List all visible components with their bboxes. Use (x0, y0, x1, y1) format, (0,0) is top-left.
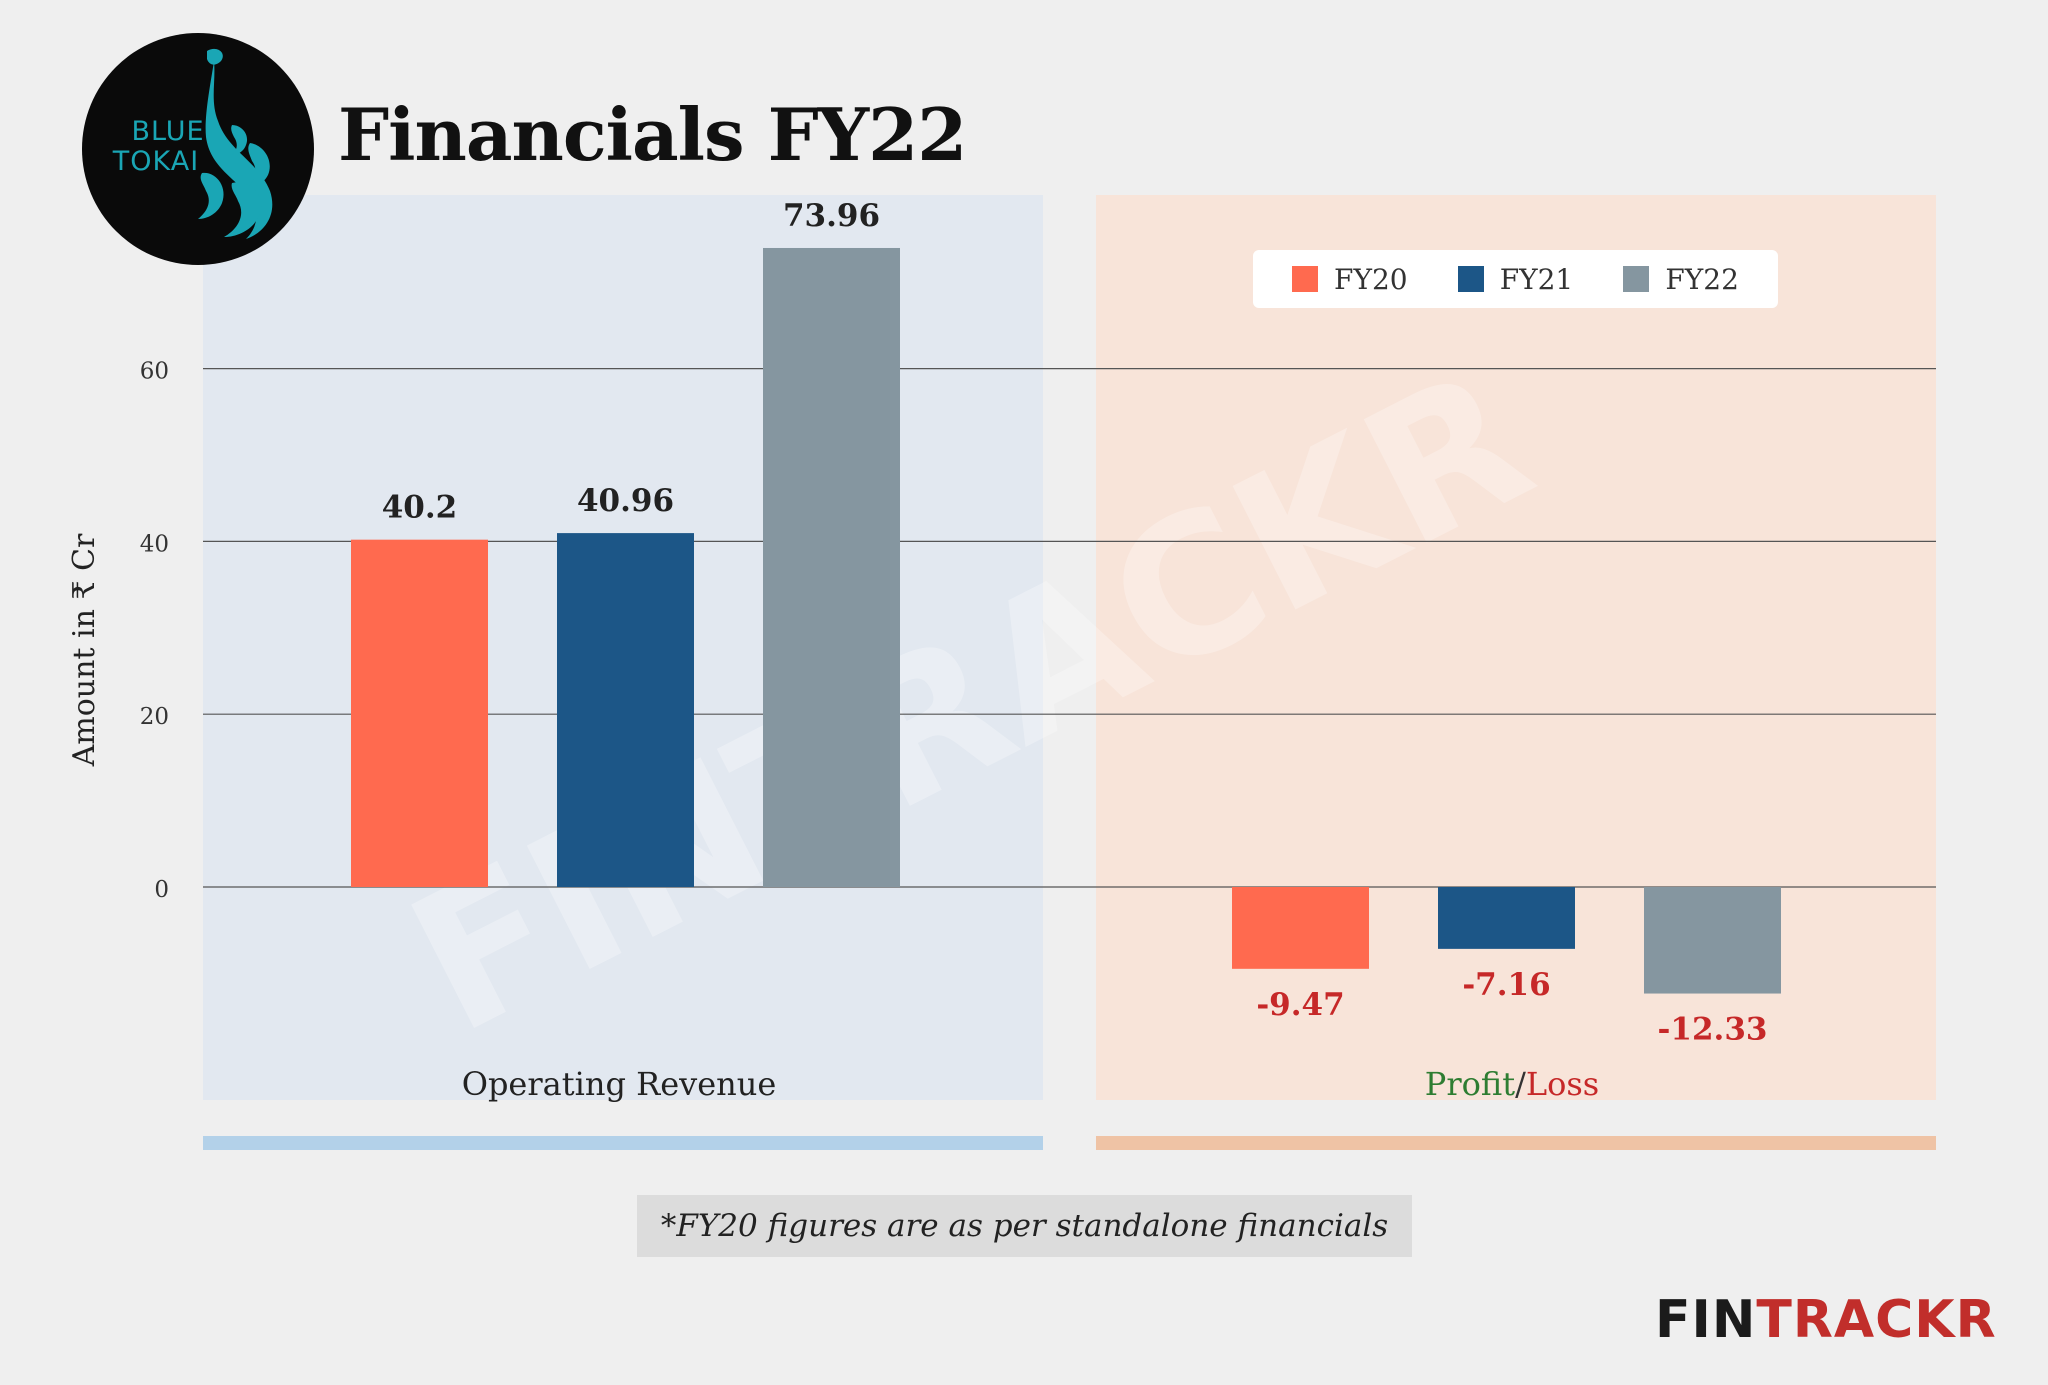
legend-item-fy21: FY21 (1457, 262, 1574, 296)
bars (351, 247, 1781, 994)
legend-label-fy22: FY22 (1665, 262, 1739, 296)
page-title: Financials FY22 (338, 92, 967, 177)
slash-label: / (1515, 1065, 1526, 1103)
profit-accent-bar (1096, 1136, 1936, 1150)
legend-swatch-fy22 (1623, 266, 1650, 292)
legend-item-fy22: FY22 (1623, 263, 1739, 296)
legend-swatch-fy20 (1292, 266, 1319, 292)
data-labels: 40.2 -9.47 40.96 -7.16 73.96 -12.33 (382, 198, 1768, 1048)
logo-text-line1: BLUE (131, 116, 204, 147)
legend-label-fy20: FY20 (1334, 262, 1408, 296)
category-label-profit-loss: Profit/Loss (1425, 1065, 1599, 1103)
y-axis-label: Amount in ₹ Cr (67, 533, 102, 767)
y-tick-label-0: 0 (154, 877, 169, 903)
legend-label-fy21: FY21 (1499, 262, 1574, 296)
bar-fy20-profit-loss (1232, 887, 1369, 969)
revenue-accent-bar (203, 1136, 1043, 1150)
data-label-fy22-profit-loss: -12.33 (1658, 1012, 1768, 1048)
y-tick-label-60: 60 (140, 359, 169, 385)
y-tick-label-40: 40 (140, 531, 169, 557)
profit-label: Profit (1425, 1065, 1515, 1103)
category-label-revenue: Operating Revenue (462, 1065, 777, 1103)
bar-fy22-revenue (763, 247, 900, 887)
data-label-fy20-profit-loss: -9.47 (1256, 987, 1344, 1023)
data-label-fy22-revenue: 73.96 (783, 198, 880, 234)
y-tick-label-20: 20 (140, 704, 169, 730)
bar-fy22-profit-loss (1644, 887, 1781, 994)
brand-text-trackr: TRACKR (1756, 1290, 1997, 1350)
blue-tokai-logo: BLUE TOKAI (82, 33, 314, 265)
bar-fy20-revenue (351, 539, 488, 887)
legend-swatch-fy21 (1457, 266, 1484, 292)
legend: FY20 FY21 FY22 (1253, 250, 1778, 308)
brand-text-fin: FIN (1655, 1290, 1757, 1350)
data-label-fy21-revenue: 40.96 (577, 483, 674, 519)
data-label-fy21-profit-loss: -7.16 (1462, 967, 1550, 1003)
logo-text-line2: TOKAI (112, 146, 199, 177)
bar-fy21-revenue (557, 533, 694, 887)
loss-label: Loss (1526, 1065, 1599, 1103)
data-label-fy20-revenue: 40.2 (382, 490, 458, 526)
fintrackr-logo: FINTRACKR (1655, 1290, 1997, 1350)
footnote: *FY20 figures are as per standalone fina… (637, 1195, 1412, 1257)
y-axis-ticks: 0 20 40 60 (140, 359, 169, 903)
legend-item-fy20: FY20 (1292, 263, 1408, 296)
peacock-icon: BLUE TOKAI (82, 33, 314, 265)
bar-fy21-profit-loss (1438, 887, 1575, 949)
